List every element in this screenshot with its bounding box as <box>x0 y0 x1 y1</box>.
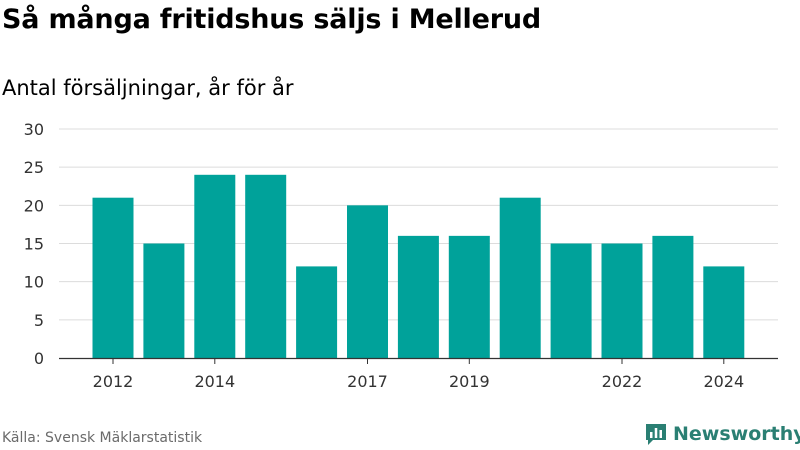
bar-2012 <box>92 197 134 358</box>
bar-2022 <box>601 243 643 358</box>
bar-2015 <box>245 174 287 358</box>
bar-2014 <box>194 174 236 358</box>
bar-2024 <box>703 266 745 358</box>
x-tick-label: 2017 <box>347 372 388 391</box>
x-tick-label: 2022 <box>602 372 643 391</box>
y-tick-label: 25 <box>24 158 44 177</box>
x-tick-label: 2014 <box>194 372 235 391</box>
bar-2016 <box>296 266 338 358</box>
y-tick-label: 15 <box>24 235 44 254</box>
bar-2023 <box>652 235 694 358</box>
y-tick-label: 10 <box>24 273 44 292</box>
y-tick-label: 20 <box>24 196 44 215</box>
source-note: Källa: Svensk Mäklarstatistik <box>2 430 203 446</box>
brand-name: Newsworthy <box>673 423 800 445</box>
bar-2013 <box>143 243 185 358</box>
bar-2019 <box>448 235 490 358</box>
newsworthy-logo-icon <box>646 424 666 445</box>
chart-title: Så många fritidshus säljs i Mellerud <box>2 4 541 35</box>
newsworthy-logo: Newsworthy <box>644 420 800 448</box>
bar-2020 <box>499 197 541 358</box>
x-tick-label: 2012 <box>93 372 134 391</box>
chart-subtitle: Antal försäljningar, år för år <box>2 76 294 100</box>
bar-2017 <box>347 205 388 358</box>
y-tick-label: 30 <box>24 120 44 139</box>
y-tick-label: 5 <box>34 311 44 330</box>
x-tick-label: 2024 <box>703 372 744 391</box>
bar-chart: 0 5 10 15 20 25 30 2012 2014 2017 2019 2022 2024 <box>24 120 778 391</box>
bar-2021 <box>550 243 592 358</box>
y-tick-label: 0 <box>34 349 44 368</box>
bar-2018 <box>397 235 439 358</box>
x-tick-label: 2019 <box>449 372 490 391</box>
